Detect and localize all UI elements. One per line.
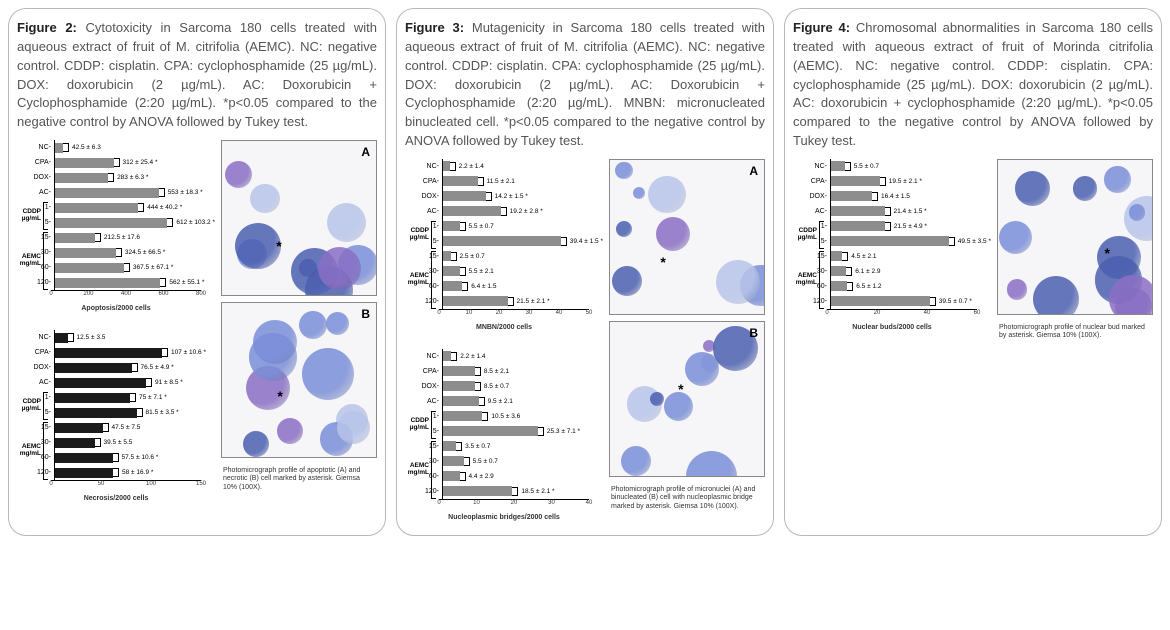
figure-panel: Figure 3: Mutagenicity in Sarcoma 180 ce… bbox=[396, 8, 774, 536]
photomicrograph: *A bbox=[609, 159, 765, 315]
bar-chart: NC-12.5 ± 3.5CPA-107 ± 10.6 *DOX-76.5 ± … bbox=[17, 330, 215, 502]
photomicrograph: *A bbox=[221, 140, 377, 296]
figure-caption: Figure 3: Mutagenicity in Sarcoma 180 ce… bbox=[405, 19, 765, 151]
photomicrograph: *B bbox=[609, 321, 765, 477]
bar-chart: NC-2.2 ± 1.4CPA-11.5 ± 2.1DOX-14.2 ± 1.5… bbox=[405, 159, 603, 331]
photomicrograph: *B bbox=[221, 302, 377, 458]
photomicrograph: * bbox=[997, 159, 1153, 315]
micrograph-caption: Photomicrograph profile of micronuclei (… bbox=[609, 483, 765, 514]
bar-chart: NC-2.2 ± 1.4CPA-8.5 ± 2.1DOX-8.5 ± 0.7AC… bbox=[405, 349, 603, 521]
micrograph-caption: Photomicrograph profile of apoptotic (A)… bbox=[221, 464, 377, 495]
figure-caption: Figure 4: Chromosomal abnormalities in S… bbox=[793, 19, 1153, 151]
figure-panel: Figure 4: Chromosomal abnormalities in S… bbox=[784, 8, 1162, 536]
bar-chart: NC-5.5 ± 0.7CPA-19.5 ± 2.1 *DOX-16.4 ± 1… bbox=[793, 159, 991, 331]
micrograph-caption: Photomicrograph profile of nuclear bud m… bbox=[997, 321, 1153, 344]
bar-chart: NC-42.5 ± 6.3CPA-312 ± 25.4 *DOX-283 ± 6… bbox=[17, 140, 215, 312]
figure-panel: Figure 2: Cytotoxicity in Sarcoma 180 ce… bbox=[8, 8, 386, 536]
figure-caption: Figure 2: Cytotoxicity in Sarcoma 180 ce… bbox=[17, 19, 377, 132]
